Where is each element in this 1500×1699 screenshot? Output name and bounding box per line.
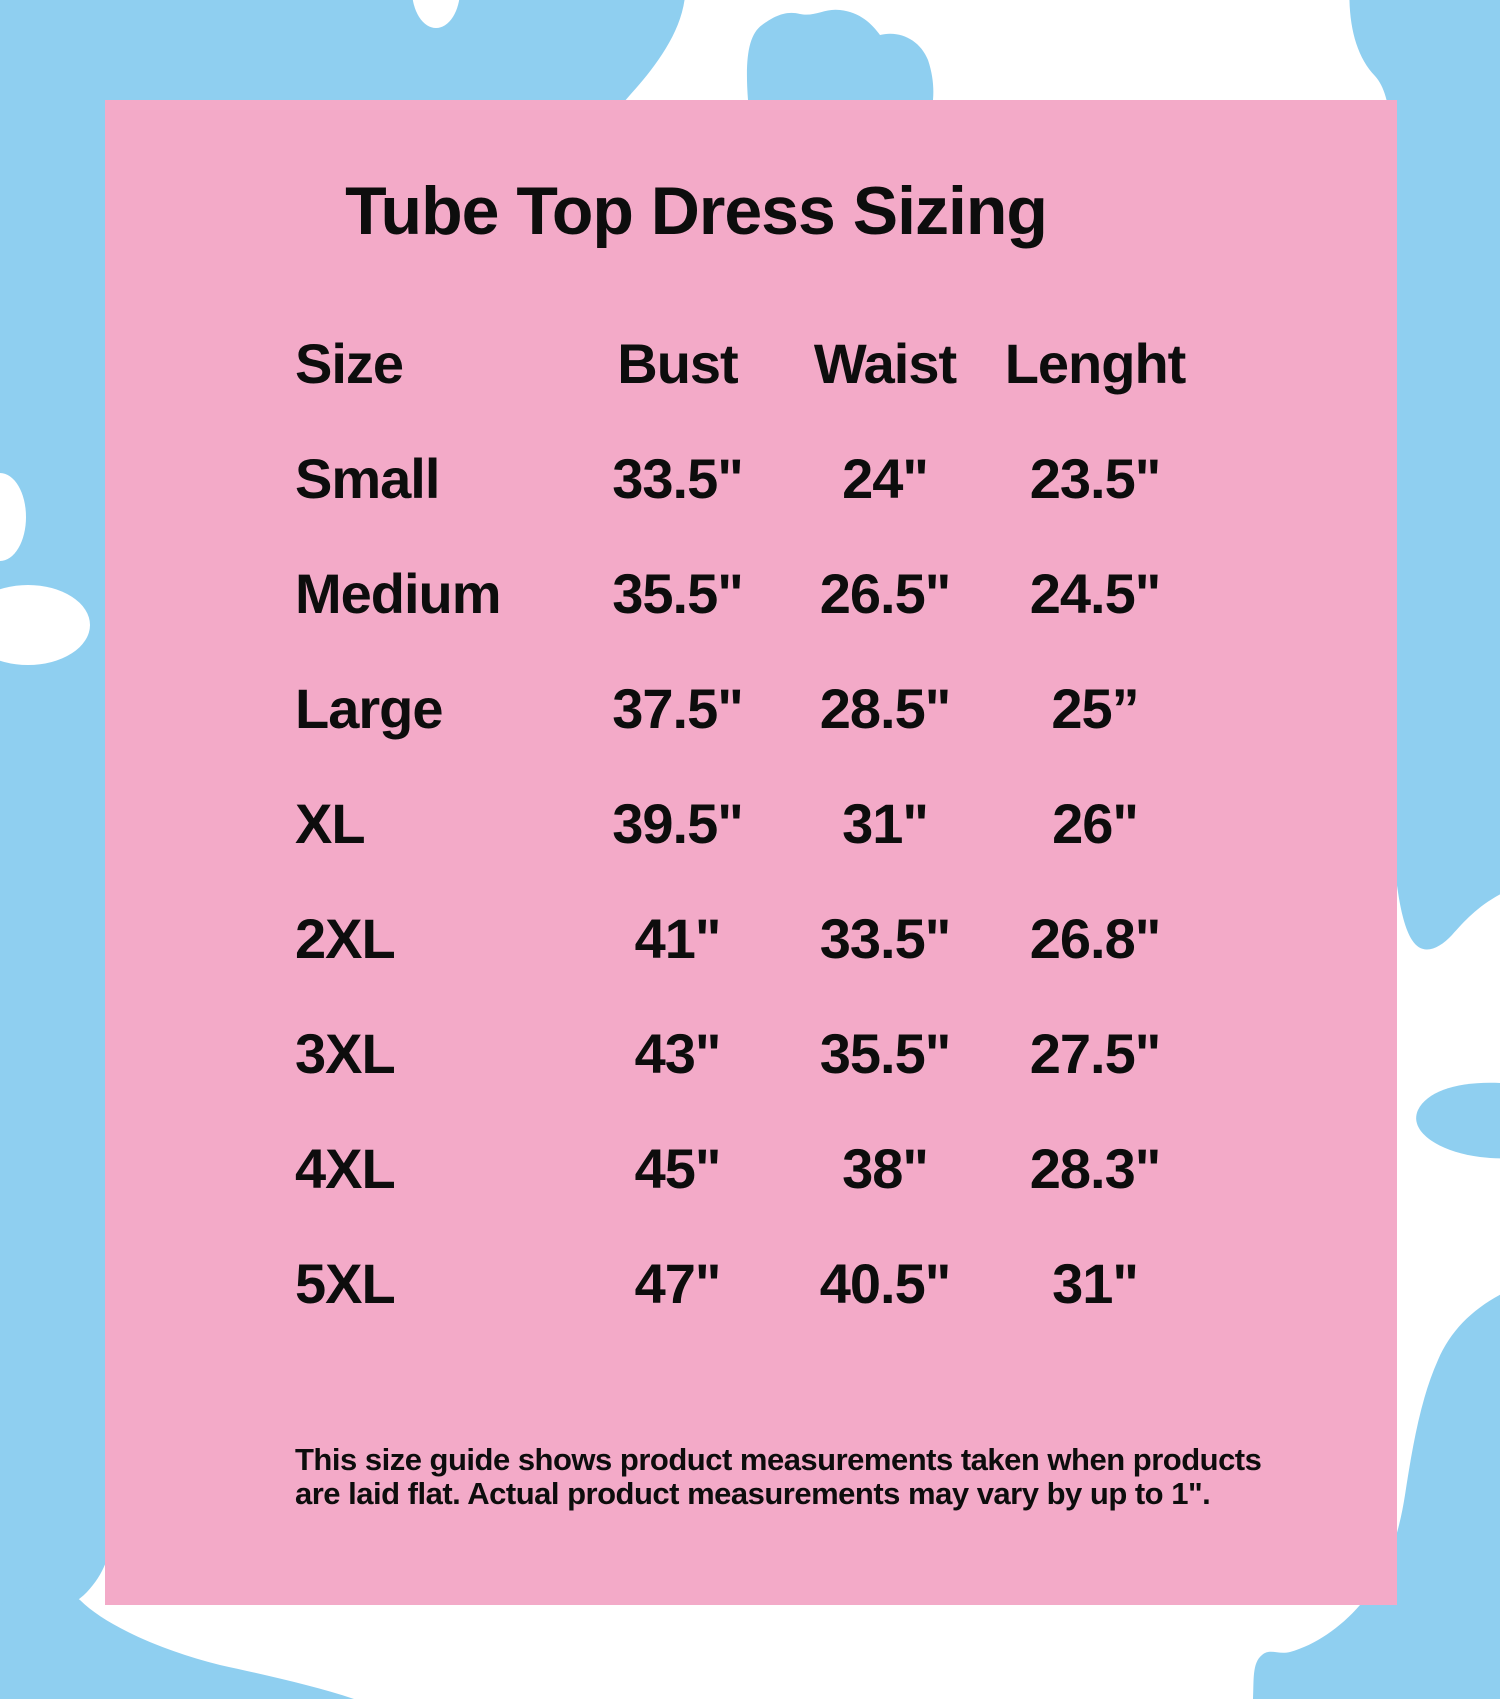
length-value: 31": [1052, 1252, 1139, 1315]
disclaimer-line-2: are laid flat. Actual product measuremen…: [295, 1476, 1211, 1511]
waist-value: 40.5": [819, 1252, 952, 1315]
waist-value: 28.5": [819, 677, 952, 740]
white-notch-left-strip: [0, 585, 90, 665]
col-header-length: Lenght: [1004, 332, 1187, 395]
size-name: Small: [295, 447, 440, 510]
blue-blob-right-lens: [1416, 1082, 1500, 1159]
size-name: XL: [295, 792, 366, 855]
waist-value: 38": [842, 1137, 929, 1200]
blue-blob-bottom-left-foot: [0, 1586, 354, 1699]
bust-value: 35.5": [612, 562, 744, 625]
size-name: 5XL: [295, 1252, 396, 1315]
waist-value: 31": [842, 792, 929, 855]
length-value: 26.8": [1029, 907, 1162, 970]
col-header-size: Size: [295, 332, 404, 395]
blue-blob-top-right: [1349, 0, 1500, 950]
size-chart-panel: Tube Top Dress Sizing Size Bust Waist Le…: [105, 100, 1397, 1605]
length-value: 25”: [1051, 677, 1139, 740]
size-name: 2XL: [295, 907, 396, 970]
length-value: 24.5": [1029, 562, 1162, 625]
col-header-bust: Bust: [617, 332, 738, 395]
length-value: 27.5": [1029, 1022, 1162, 1085]
bust-value: 33.5": [612, 447, 744, 510]
size-name: Medium: [295, 562, 502, 625]
length-value: 28.3": [1029, 1137, 1162, 1200]
bust-value: 41": [634, 907, 722, 970]
blue-blob-bottom-right: [1253, 1294, 1500, 1699]
size-name: 4XL: [295, 1137, 396, 1200]
waist-value: 26.5": [819, 562, 952, 625]
bust-value: 37.5": [612, 677, 744, 740]
measurement-disclaimer: This size guide shows product measuremen…: [295, 1443, 1397, 1511]
waist-value: 24": [842, 447, 929, 510]
bust-value: 43": [634, 1022, 722, 1085]
length-value: 23.5": [1029, 447, 1162, 510]
disclaimer-line-1: This size guide shows product measuremen…: [295, 1442, 1262, 1477]
bust-value: 47": [634, 1252, 722, 1315]
bust-value: 39.5": [612, 792, 744, 855]
waist-value: 35.5": [819, 1022, 952, 1085]
white-wedge-top-edge: [412, 0, 460, 28]
bust-value: 45": [634, 1137, 722, 1200]
page-title: Tube Top Dress Sizing: [345, 173, 1048, 249]
waist-value: 33.5": [819, 907, 952, 970]
size-name: Large: [295, 677, 444, 740]
size-table: Size Bust Waist Lenght Small 33.5" 24" 2…: [295, 306, 1397, 1341]
size-name: 3XL: [295, 1022, 396, 1085]
length-value: 26": [1052, 792, 1139, 855]
blue-blob-top-left-and-left-strip: [0, 0, 685, 1636]
col-header-waist: Waist: [813, 332, 957, 395]
white-hole-left-edge: [0, 473, 26, 561]
blue-blob-tooth-top: [746, 9, 934, 100]
